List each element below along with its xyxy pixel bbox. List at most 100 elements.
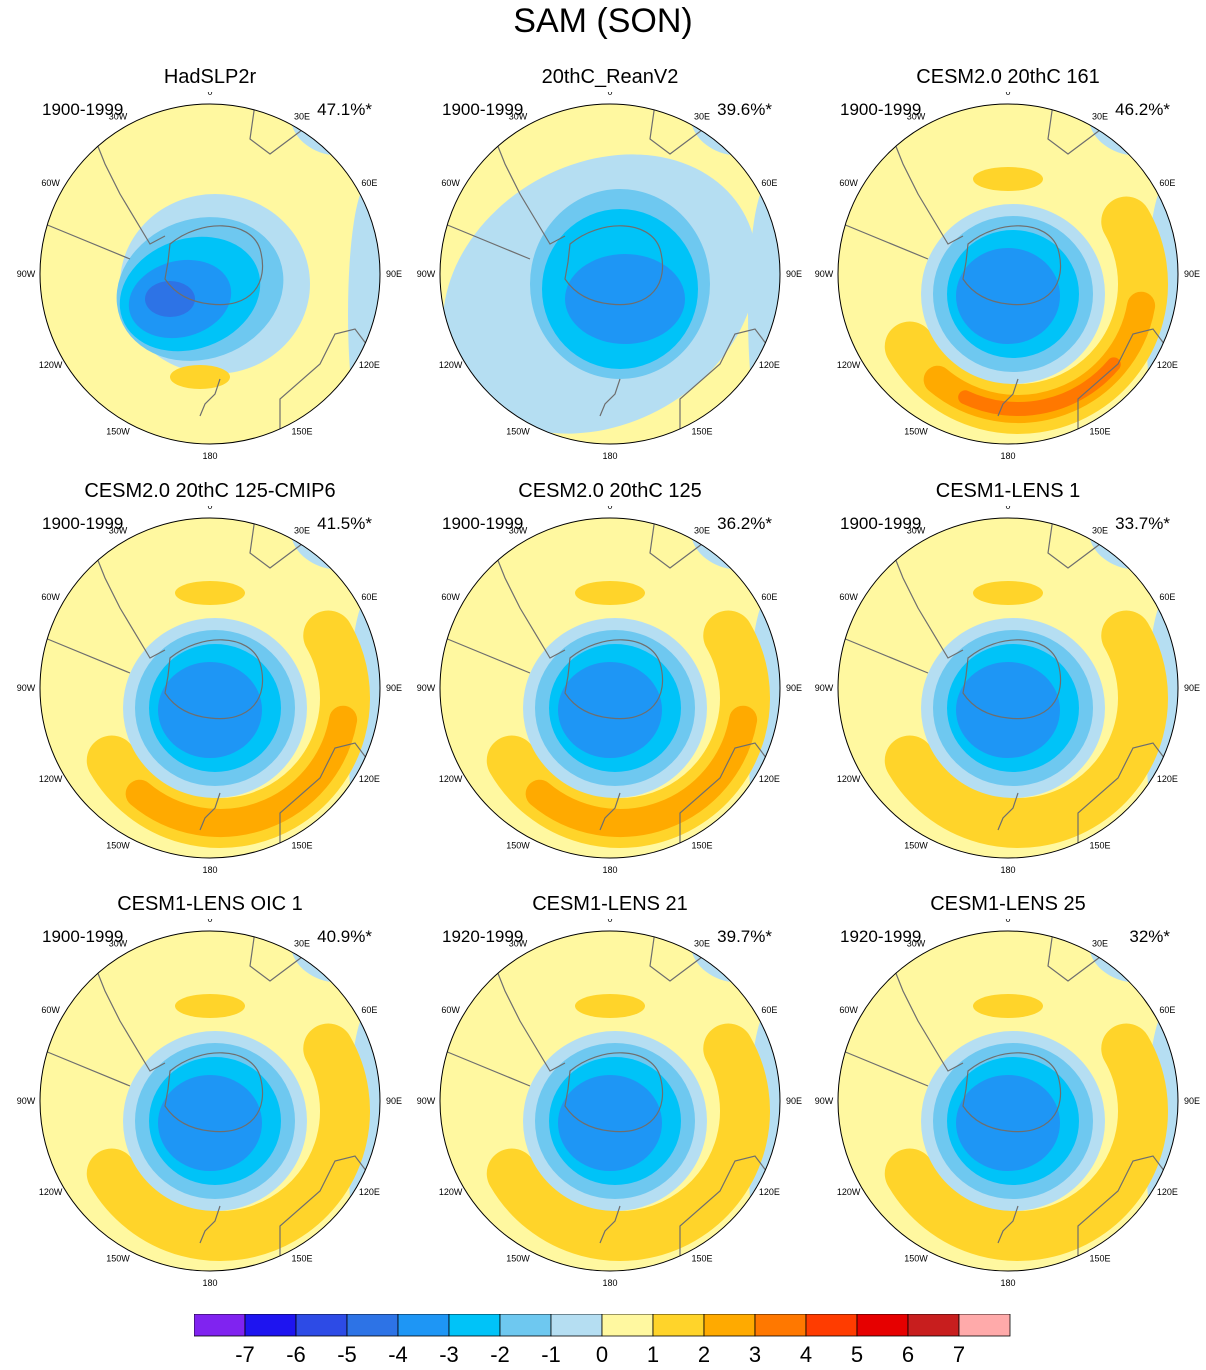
longitude-label: 120E — [759, 1187, 780, 1197]
panel-years: 1900-1999 — [840, 514, 922, 533]
longitude-label: 150W — [904, 1254, 928, 1264]
africa-coastline — [1047, 931, 1109, 982]
new-zealand-coastline — [599, 1205, 621, 1244]
contour-fill-1 — [175, 994, 245, 1018]
longitude-label: 150W — [904, 427, 928, 437]
map-frame — [39, 517, 381, 859]
antarctica-coastline — [962, 639, 1062, 720]
longitude-label: 150W — [506, 841, 530, 851]
panel-years: 1900-1999 — [442, 100, 524, 119]
map-frame — [837, 517, 1179, 859]
longitude-label: 90W — [815, 683, 834, 693]
longitude-label: 180 — [202, 865, 217, 875]
longitude-label: 0 — [1005, 92, 1010, 97]
longitude-label: 120E — [759, 360, 780, 370]
longitude-label: 180 — [602, 451, 617, 461]
longitude-label: 120W — [439, 360, 463, 370]
new-zealand-coastline — [599, 378, 621, 417]
polar-map: 0 30E 60E 90E 120E 150E 180 150W 120W 90W 60W 30W — [17, 506, 402, 875]
panel-title: CESM1-LENS 1 — [935, 480, 1081, 502]
longitude-label: 30E — [1092, 938, 1108, 948]
longitude-label: 120E — [1157, 1187, 1178, 1197]
longitude-label: 90E — [386, 683, 402, 693]
longitude-label: 90W — [815, 1096, 834, 1106]
antarctica-coastline — [962, 225, 1062, 306]
panel-variance-percent: 39.6%* — [717, 100, 772, 119]
map-frame — [837, 930, 1179, 1272]
longitude-label: 30E — [1092, 525, 1108, 535]
longitude-label: 120E — [759, 774, 780, 784]
longitude-label: 0 — [1005, 919, 1010, 924]
colorbar-tick-label: 2 — [698, 1342, 710, 1367]
colorbar-swatch — [652, 1314, 705, 1337]
panel-years: 1920-1999 — [840, 927, 922, 946]
longitude-label: 150E — [691, 427, 712, 437]
colorbar-swatch — [754, 1314, 807, 1337]
longitude-label: 30W — [509, 938, 528, 948]
longitude-label: 150W — [106, 427, 130, 437]
polar-map: 0 30E 60E 90E 120E 150E 180 150W 120W 90W 60W 30W — [17, 919, 402, 1288]
longitude-label: 90W — [417, 683, 436, 693]
longitude-label: 150W — [506, 1254, 530, 1264]
longitude-label: 30W — [509, 111, 528, 121]
colorbar-swatch — [448, 1314, 501, 1337]
polar-map: 0 30E 60E 90E 120E 150E 180 150W 120W 90W 60W 30W — [417, 506, 802, 875]
colorbar-swatch — [550, 1314, 603, 1337]
longitude-label: 60E — [361, 178, 377, 188]
panel-title: CESM2.0 20thC 125-CMIP6 — [84, 480, 336, 502]
colorbar-tick-label: 6 — [902, 1342, 914, 1367]
south-america-coastline — [842, 552, 964, 674]
panel-variance-percent: 32%* — [1129, 927, 1170, 946]
new-zealand-coastline — [199, 792, 221, 831]
antarctica-coastline — [164, 1052, 264, 1133]
longitude-label: 180 — [202, 451, 217, 461]
australia-coastline — [1077, 328, 1169, 439]
longitude-label: 120E — [1157, 774, 1178, 784]
contour-fill--4 — [158, 662, 262, 758]
south-america-coastline — [842, 965, 964, 1087]
map-panel: CESM2.0 20thC 125-CMIP6 1900-1999 41.5%* 0 3… — [10, 480, 410, 880]
longitude-label: 0 — [1005, 506, 1010, 511]
colorbar-tick-label: -5 — [337, 1342, 357, 1367]
longitude-label: 150E — [291, 427, 312, 437]
antarctica-coastline — [564, 225, 664, 306]
longitude-label: 180 — [602, 1278, 617, 1288]
colorbar-swatch — [194, 1314, 246, 1337]
colorbar-swatch — [499, 1314, 552, 1337]
australia-coastline — [1077, 1155, 1169, 1266]
africa-coastline — [249, 104, 311, 155]
longitude-label: 30E — [694, 525, 710, 535]
longitude-label: 30W — [109, 111, 128, 121]
contour-fill--4 — [956, 248, 1060, 344]
longitude-label: 0 — [607, 919, 612, 924]
antarctica-coastline — [164, 225, 264, 306]
africa-coastline — [1047, 104, 1109, 155]
africa-coastline — [249, 518, 311, 569]
contour-fill-1 — [575, 994, 645, 1018]
longitude-label: 90W — [815, 269, 834, 279]
longitude-label: 90W — [417, 1096, 436, 1106]
longitude-label: 180 — [1000, 451, 1015, 461]
longitude-label: 180 — [1000, 865, 1015, 875]
longitude-label: 150E — [291, 841, 312, 851]
longitude-label: 90E — [786, 683, 802, 693]
figure-title: SAM (SON) — [513, 2, 693, 40]
longitude-label: 60E — [761, 1005, 777, 1015]
contour-fill--4 — [565, 254, 685, 344]
colorbar-tick-label: -2 — [490, 1342, 510, 1367]
longitude-label: 30W — [109, 525, 128, 535]
longitude-label: 180 — [202, 1278, 217, 1288]
panel-title: CESM2.0 20thC 125 — [518, 480, 702, 502]
longitude-label: 60W — [41, 592, 60, 602]
longitude-label: 60E — [761, 178, 777, 188]
longitude-label: 150W — [106, 1254, 130, 1264]
map-panel: HadSLP2r 1900-1999 47.1%* 0 30E 60E 90E 120E 150… — [10, 66, 410, 466]
south-america-coastline — [444, 138, 566, 260]
panel-variance-percent: 41.5%* — [317, 514, 372, 533]
panel-years: 1900-1999 — [42, 514, 124, 533]
longitude-label: 60W — [839, 592, 858, 602]
map-frame — [39, 103, 381, 445]
longitude-label: 120W — [837, 1187, 861, 1197]
panel-title: CESM1-LENS OIC 1 — [117, 893, 303, 915]
longitude-label: 30W — [109, 938, 128, 948]
